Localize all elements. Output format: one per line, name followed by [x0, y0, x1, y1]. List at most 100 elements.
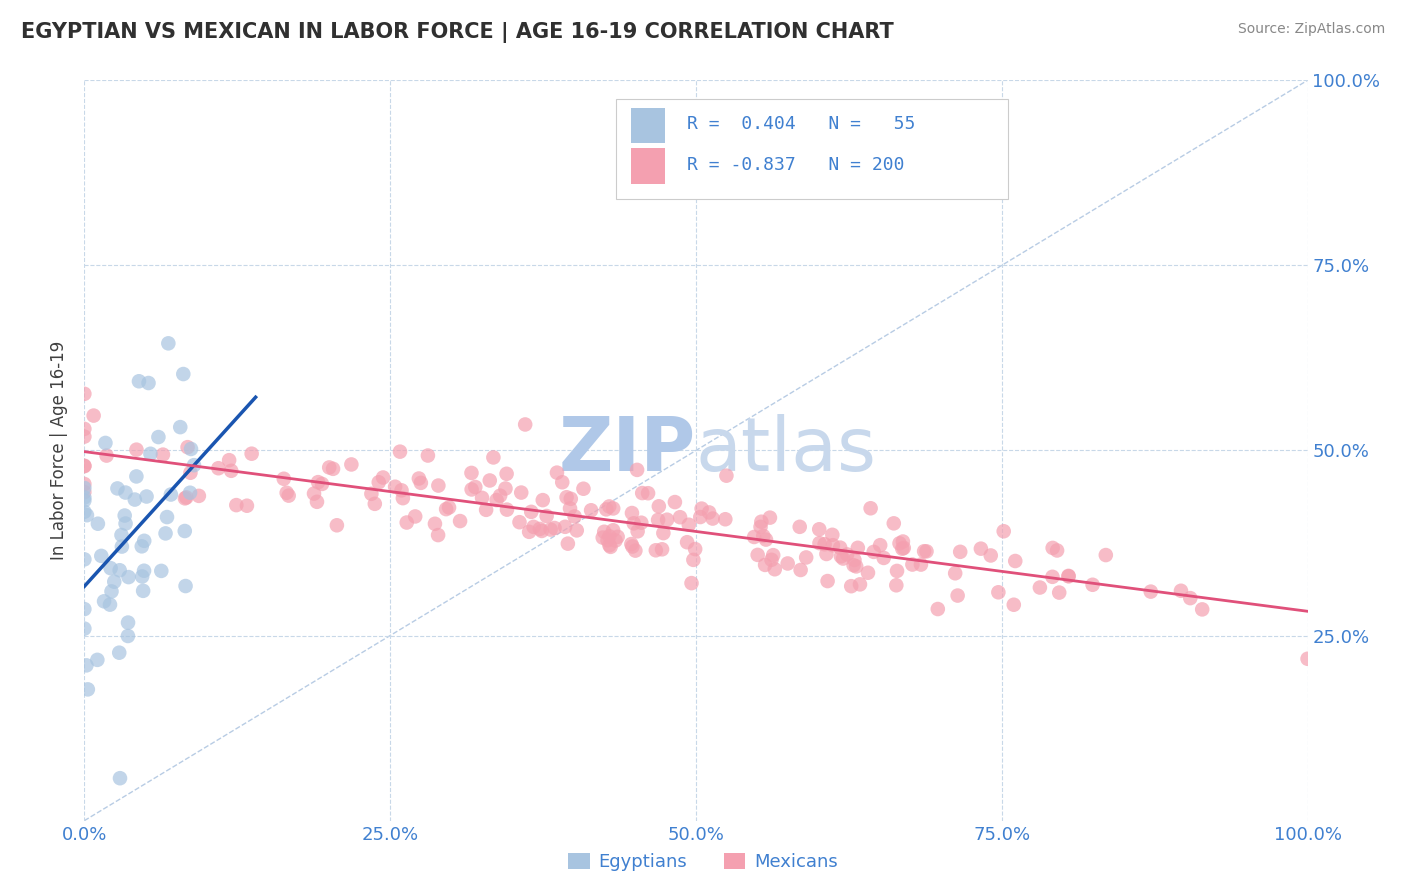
Point [560, 491, 582, 506]
Point [761, 553, 783, 567]
Point [602, 523, 624, 537]
Point [910, 558, 932, 572]
Point [187, 489, 209, 503]
Point [273, 472, 295, 486]
Point [495, 482, 517, 496]
Point [340, 458, 363, 472]
Point [125, 469, 148, 483]
Point [626, 463, 648, 477]
Point [536, 509, 558, 524]
Point [621, 540, 644, 554]
Point [322, 462, 344, 476]
Point [593, 524, 616, 539]
Point [485, 493, 508, 508]
Point [540, 523, 562, 537]
Point [844, 553, 866, 567]
Point [218, 453, 240, 467]
Point [384, 480, 406, 494]
Point [160, 487, 183, 501]
Point [1004, 554, 1026, 568]
Point [108, 563, 131, 577]
Text: R = -0.837   N = 200: R = -0.837 N = 200 [688, 156, 905, 174]
Point [558, 501, 581, 516]
Point [893, 541, 915, 555]
Point [749, 520, 772, 534]
Point [543, 521, 565, 535]
Point [682, 553, 704, 567]
Point [598, 538, 620, 552]
Point [1296, 652, 1319, 666]
Point [94, 436, 117, 450]
Point [416, 449, 439, 463]
Point [1139, 584, 1161, 599]
Point [98, 598, 121, 612]
Point [132, 564, 155, 578]
Point [689, 510, 711, 524]
Point [1046, 543, 1069, 558]
Point [496, 502, 519, 516]
Point [763, 562, 786, 576]
Point [620, 506, 643, 520]
Point [156, 510, 179, 524]
Point [620, 537, 643, 551]
Point [529, 522, 551, 536]
Point [830, 549, 852, 564]
Point [236, 499, 259, 513]
Point [889, 536, 911, 550]
Point [73, 493, 96, 508]
Point [114, 485, 136, 500]
Point [225, 498, 247, 512]
Point [946, 589, 969, 603]
Point [107, 482, 129, 496]
Point [837, 548, 859, 562]
Point [873, 550, 896, 565]
Point [794, 550, 817, 565]
Point [391, 483, 413, 498]
Point [471, 491, 494, 505]
Point [73, 459, 96, 474]
Point [651, 542, 673, 557]
Point [681, 576, 703, 591]
Point [970, 541, 993, 556]
Point [326, 518, 349, 533]
Point [678, 517, 700, 532]
Point [157, 336, 180, 351]
Point [117, 570, 139, 584]
Point [1094, 548, 1116, 562]
Text: ZIP: ZIP [558, 414, 696, 487]
Point [762, 548, 785, 562]
Point [912, 544, 935, 558]
Point [631, 486, 654, 500]
Point [949, 545, 972, 559]
Point [73, 491, 96, 505]
Point [475, 503, 498, 517]
Point [510, 485, 533, 500]
Point [522, 520, 544, 534]
Point [789, 520, 811, 534]
Point [76, 682, 98, 697]
Point [318, 460, 340, 475]
Point [849, 577, 872, 591]
Point [449, 514, 471, 528]
Point [83, 409, 105, 423]
Point [883, 516, 905, 531]
Point [152, 448, 174, 462]
Point [73, 481, 96, 495]
Point [520, 505, 543, 519]
Point [554, 520, 576, 534]
Point [647, 513, 669, 527]
Point [789, 563, 811, 577]
Point [73, 485, 96, 500]
Point [596, 533, 619, 548]
Point [135, 490, 157, 504]
Point [751, 515, 773, 529]
Text: EGYPTIAN VS MEXICAN IN LABOR FORCE | AGE 16-19 CORRELATION CHART: EGYPTIAN VS MEXICAN IN LABOR FORCE | AGE… [21, 22, 894, 44]
Point [652, 526, 675, 541]
Point [76, 508, 98, 523]
Point [564, 509, 586, 524]
Point [987, 585, 1010, 599]
Point [150, 564, 173, 578]
Point [884, 578, 907, 592]
Point [478, 474, 501, 488]
Point [408, 471, 430, 485]
